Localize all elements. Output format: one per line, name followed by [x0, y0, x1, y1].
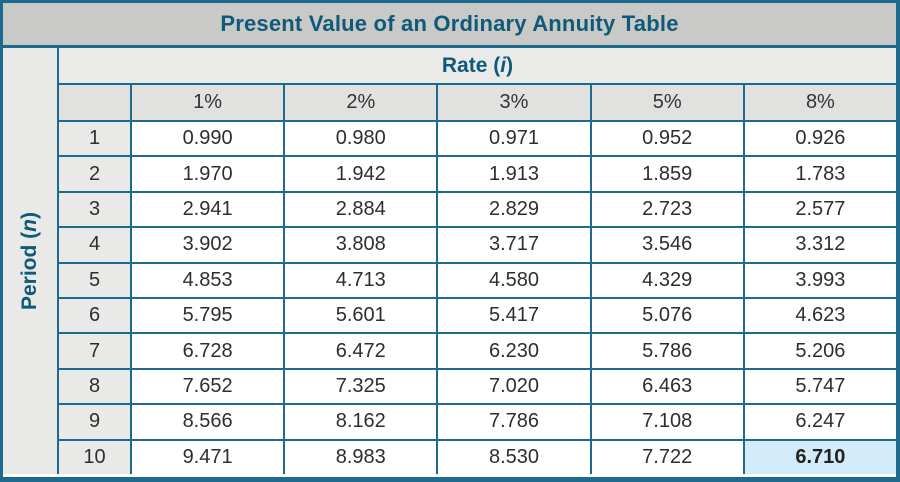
value-cell: 6.230 [438, 334, 590, 368]
value-cell: 6.463 [591, 369, 743, 404]
period-number-cell: 8 [59, 369, 130, 404]
column-header-cell: 1% [132, 85, 284, 120]
value-cell: 2.941 [132, 192, 284, 227]
value-cell: 8.983 [285, 440, 437, 474]
value-cell: 7.325 [285, 369, 437, 404]
value-cell: 2.829 [438, 192, 590, 227]
value-cell: 8.162 [285, 405, 437, 439]
period-number-cell: 10 [59, 440, 130, 474]
value-cell: 8.566 [132, 405, 284, 439]
column-header-cell: 3% [438, 85, 590, 120]
value-cell: 5.747 [744, 369, 896, 404]
value-cell: 7.108 [591, 405, 743, 439]
period-number-cell: 2 [59, 157, 130, 191]
value-cell: 6.247 [744, 405, 896, 439]
value-cell: 3.902 [132, 228, 284, 262]
value-cell: 5.076 [591, 299, 743, 333]
value-cell: 7.786 [438, 405, 590, 439]
value-cell: 3.808 [285, 228, 437, 262]
period-axis-column: Period (n) [3, 48, 59, 474]
value-cell: 7.020 [438, 369, 590, 404]
period-number-cell: 5 [59, 263, 130, 297]
value-cell: 5.417 [438, 299, 590, 333]
title-bar: Present Value of an Ordinary Annuity Tab… [3, 3, 896, 48]
value-cell: 2.723 [591, 192, 743, 227]
period-label-suffix: ) [18, 211, 41, 219]
value-cell: 6.728 [132, 334, 284, 368]
highlighted-value-cell: 6.710 [744, 440, 896, 474]
value-cell: 7.722 [591, 440, 743, 474]
rate-label-prefix: Rate ( [441, 53, 501, 77]
period-label-variable: n [18, 218, 41, 232]
value-cell: 7.652 [132, 369, 284, 404]
value-cell: 6.472 [285, 334, 437, 368]
value-cell: 2.884 [285, 192, 437, 227]
value-cell: 4.853 [132, 263, 284, 297]
value-cell: 5.601 [285, 299, 437, 333]
value-cell: 5.786 [591, 334, 743, 368]
value-cell: 8.530 [438, 440, 590, 474]
value-cell: 3.717 [438, 228, 590, 262]
value-cell: 4.329 [591, 263, 743, 297]
table-area: Period (n) Rate (i) 1% 2% 3% 5% 8% 1 0.990 0.98… [3, 48, 896, 474]
value-cell: 1.913 [438, 157, 590, 191]
value-cell: 0.971 [438, 122, 590, 156]
rate-label-suffix: ) [506, 53, 514, 77]
column-header-cell: 2% [285, 85, 437, 120]
value-cell: 3.312 [744, 228, 896, 262]
value-cell: 4.623 [744, 299, 896, 333]
value-cell: 0.990 [132, 122, 284, 156]
rate-label-variable: i [500, 53, 507, 77]
value-cell: 4.713 [285, 263, 437, 297]
period-number-cell: 3 [59, 192, 130, 227]
value-cell: 1.970 [132, 157, 284, 191]
value-cell: 1.859 [591, 157, 743, 191]
column-header-cell: 5% [591, 85, 743, 120]
value-cell: 5.206 [744, 334, 896, 368]
period-number-cell: 7 [59, 334, 130, 368]
value-cell: 5.795 [132, 299, 284, 333]
period-number-cell: 9 [59, 405, 130, 439]
period-number-cell: 6 [59, 299, 130, 333]
value-cell: 1.942 [285, 157, 437, 191]
rate-axis-header: Rate (i) [59, 48, 896, 83]
value-cell: 9.471 [132, 440, 284, 474]
value-cell: 0.952 [591, 122, 743, 156]
period-axis-label: Period (n) [18, 212, 42, 310]
period-number-cell: 4 [59, 228, 130, 262]
value-cell: 0.926 [744, 122, 896, 156]
period-label-prefix: Period ( [18, 231, 41, 310]
table-grid: Rate (i) 1% 2% 3% 5% 8% 1 0.990 0.980 0.971 0.952… [59, 48, 896, 474]
corner-cell [59, 85, 130, 120]
page-title: Present Value of an Ordinary Annuity Tab… [220, 11, 679, 36]
value-cell: 4.580 [438, 263, 590, 297]
value-cell: 1.783 [744, 157, 896, 191]
period-number-cell: 1 [59, 122, 130, 156]
value-cell: 2.577 [744, 192, 896, 227]
column-header-cell: 8% [744, 85, 896, 120]
value-cell: 3.546 [591, 228, 743, 262]
value-cell: 0.980 [285, 122, 437, 156]
value-cell: 3.993 [744, 263, 896, 297]
